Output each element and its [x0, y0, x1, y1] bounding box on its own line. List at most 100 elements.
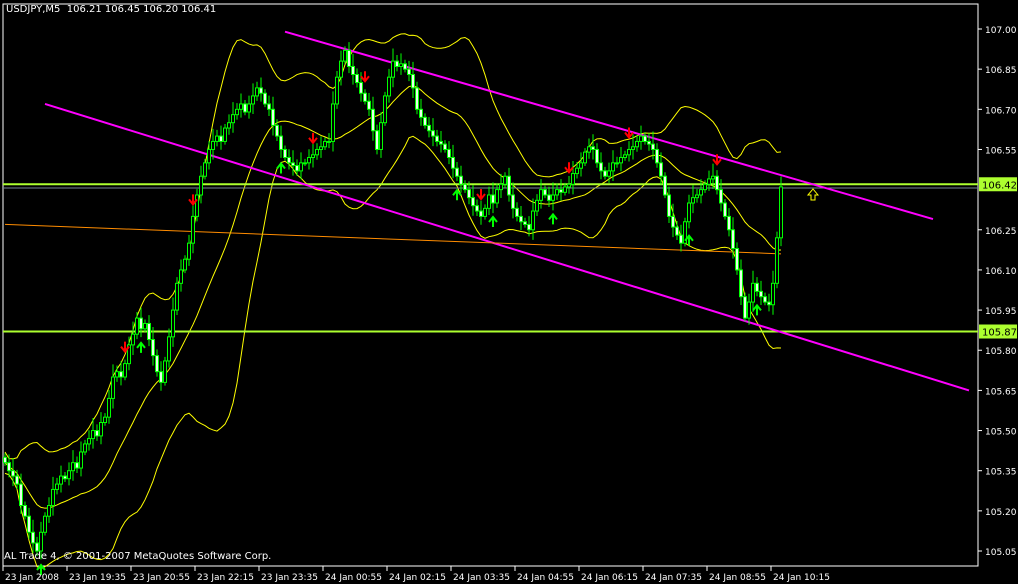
candle-body	[643, 135, 647, 142]
buy-arrow-icon	[136, 341, 146, 353]
candle-body	[691, 197, 695, 204]
price-tick-label: 105.65	[985, 387, 1017, 397]
candle-body	[555, 189, 559, 196]
candle-body	[707, 178, 711, 185]
time-tick-label: 24 Jan 02:15	[389, 573, 446, 583]
candle-body	[295, 165, 299, 172]
candle-body	[239, 103, 243, 110]
sell-arrow-icon	[308, 132, 318, 145]
candle-body	[731, 229, 735, 250]
candles	[3, 42, 783, 560]
candle-body	[483, 207, 487, 217]
candle-body	[715, 175, 719, 191]
candle-body	[591, 146, 595, 150]
price-tick-label: 105.05	[985, 548, 1017, 558]
candle-body	[199, 175, 203, 196]
candle-body	[139, 317, 143, 330]
candle-body	[779, 186, 783, 239]
candle-body	[359, 82, 363, 94]
candle-body	[111, 376, 115, 399]
sell-arrow-icon	[188, 194, 198, 206]
candle-body	[631, 146, 635, 150]
candle-body	[619, 156, 623, 164]
signal-arrows	[36, 71, 820, 576]
candle-body	[243, 103, 247, 113]
candle-body	[679, 234, 683, 244]
price-tick-label: 106.55	[985, 146, 1017, 156]
candle-body	[343, 49, 347, 62]
candle-body	[323, 140, 327, 148]
candle-body	[507, 175, 511, 196]
candle-body	[375, 130, 379, 150]
candle-body	[531, 210, 535, 231]
time-tick-label: 24 Jan 10:15	[773, 573, 830, 583]
price-tick-label: 106.70	[985, 106, 1017, 116]
candle-body	[231, 114, 235, 124]
candle-body	[603, 170, 607, 177]
candle-body	[659, 162, 663, 177]
price-level-label: 106.42	[982, 180, 1017, 191]
candle-body	[47, 505, 51, 517]
buy-arrow-icon	[684, 234, 694, 246]
time-tick-label: 24 Jan 07:35	[645, 573, 702, 583]
candle-body	[83, 443, 87, 453]
time-axis[interactable]: 23 Jan 2008 23 Jan 19:35 23 Jan 20:55 23 Ja…	[2, 566, 830, 583]
candle-body	[339, 60, 343, 78]
candle-body	[331, 103, 335, 142]
time-tick-label: 24 Jan 00:55	[325, 573, 382, 583]
candle-body	[423, 116, 427, 126]
candle-body	[463, 183, 467, 191]
chart-frame	[2, 3, 979, 567]
candle-body	[191, 215, 195, 244]
time-tick-label: 24 Jan 04:55	[517, 573, 574, 583]
price-tick-label: 106.85	[985, 66, 1017, 76]
candle-body	[403, 63, 407, 70]
hollow-up-arrow-icon	[806, 188, 820, 201]
bollinger-lower	[4, 135, 782, 570]
candle-body	[755, 282, 759, 292]
price-tick-label: 105.50	[985, 428, 1017, 438]
buy-arrow-icon	[752, 303, 762, 316]
candle-body	[71, 462, 75, 472]
buy-arrow-icon	[36, 563, 46, 576]
candle-body	[735, 248, 739, 271]
candle-body	[551, 194, 555, 201]
ohlc-readout: 106.21 106.45 106.20 106.41	[66, 4, 217, 15]
candle-body	[163, 360, 167, 383]
candle-body	[39, 531, 43, 552]
candle-body	[523, 221, 527, 225]
candle-body	[155, 355, 159, 373]
candle-body	[367, 100, 371, 110]
candle-body	[615, 162, 619, 165]
candle-body	[711, 175, 715, 180]
candle-body	[699, 189, 703, 196]
candle-body	[703, 183, 707, 191]
candle-body	[455, 167, 459, 177]
candle-body	[159, 371, 163, 383]
candle-body	[15, 475, 19, 485]
candle-body	[499, 183, 503, 191]
candle-body	[511, 194, 515, 209]
candle-body	[35, 542, 39, 552]
candle-body	[51, 488, 55, 507]
price-tick-label: 106.25	[985, 227, 1017, 237]
candle-body	[639, 135, 643, 142]
candle-body	[179, 269, 183, 284]
candle-body	[443, 143, 447, 150]
candle-body	[43, 515, 47, 533]
candle-body	[303, 162, 307, 165]
candle-body	[399, 63, 403, 67]
candle-body	[59, 475, 63, 485]
candle-body	[547, 194, 551, 201]
price-axis[interactable]: 106.42 105.87 107.00 106.85 106.70 106.55 106.…	[978, 26, 1017, 558]
candle-body	[419, 108, 423, 118]
symbol-label: USDJPY,M5	[6, 4, 61, 15]
time-tick-label: 23 Jan 22:15	[197, 573, 254, 583]
time-tick-label: 23 Jan 20:55	[133, 573, 190, 583]
candle-body	[143, 322, 147, 330]
candle-body	[515, 207, 519, 217]
candle-body	[571, 173, 575, 185]
candle-body	[299, 162, 303, 172]
price-tick-label: 105.20	[985, 508, 1017, 518]
